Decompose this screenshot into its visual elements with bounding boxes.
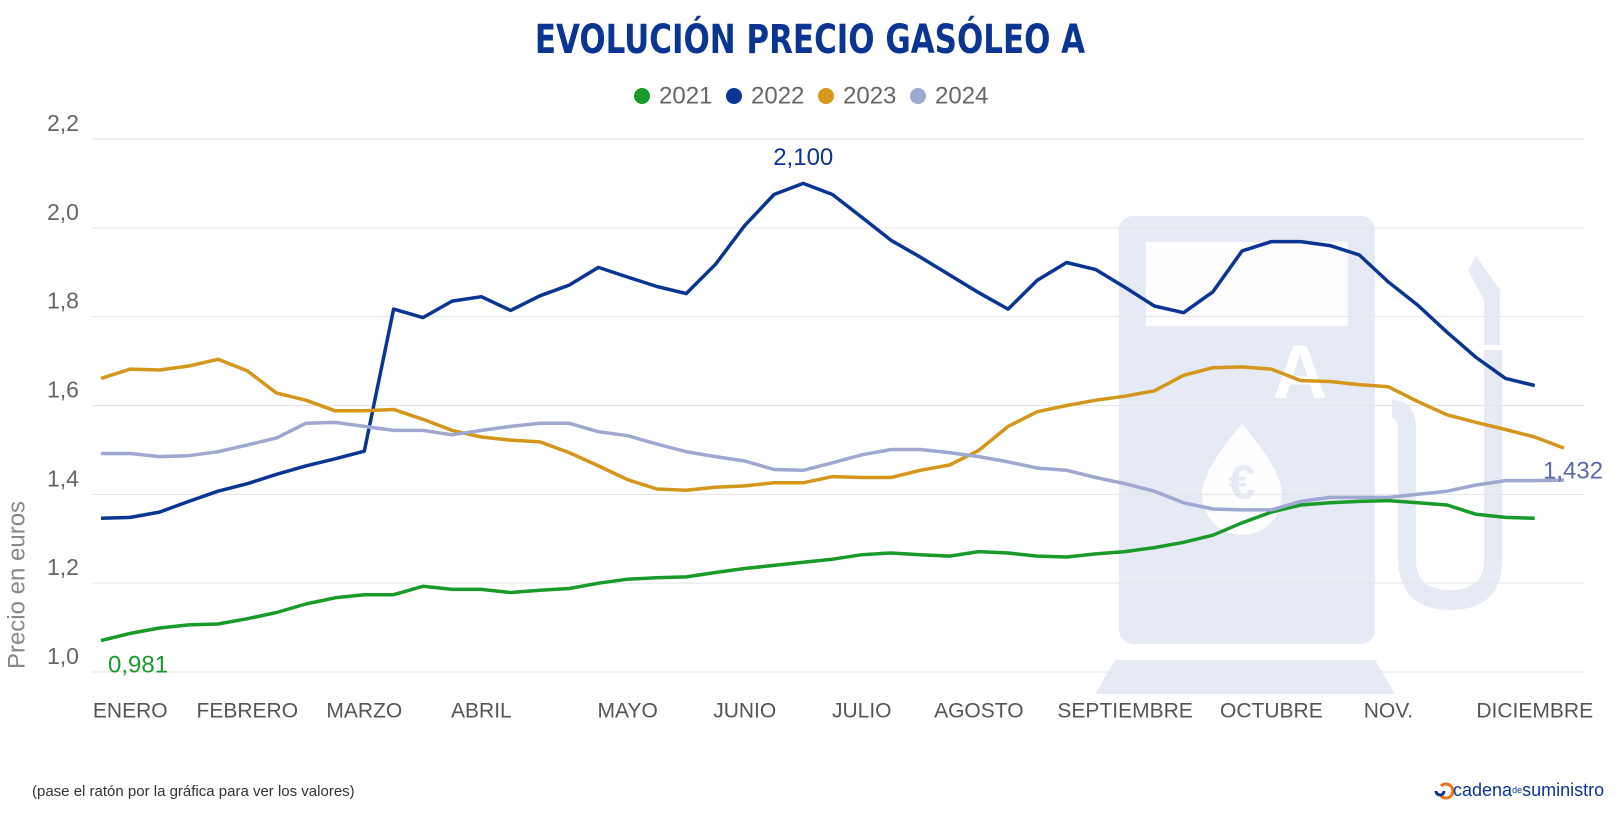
y-tick-label: 1,4 xyxy=(47,465,79,491)
annotation: 0,981 xyxy=(108,651,168,678)
brand-part: suministro xyxy=(1522,780,1604,800)
x-tick-label: NOV. xyxy=(1364,700,1413,723)
y-tick-label: 1,0 xyxy=(47,643,79,669)
logo-icon xyxy=(1434,790,1446,797)
chart-title: EVOLUCIÓN PRECIO GASÓLEO A xyxy=(535,16,1085,63)
x-tick-label: MAYO xyxy=(598,700,658,723)
series-line xyxy=(100,357,1565,493)
x-tick-label: JUNIO xyxy=(713,700,776,723)
pump-details: A € xyxy=(1146,242,1348,535)
y-tick-label: 2,0 xyxy=(47,199,79,225)
annotation: 2,100 xyxy=(773,144,833,171)
x-tick-label: FEBRERO xyxy=(197,700,299,723)
x-tick-label: ABRIL xyxy=(451,700,512,723)
series-line xyxy=(100,181,1536,521)
legend-label: 2024 xyxy=(935,82,988,109)
y-tick-label: 2,2 xyxy=(47,110,79,136)
series-line xyxy=(100,498,1535,643)
x-tick-label: JULIO xyxy=(832,700,892,723)
x-tick-label: DICIEMBRE xyxy=(1476,700,1593,723)
brand-logo: cadenadesuministro xyxy=(1434,780,1604,800)
brand-text: cadenadesuministro xyxy=(1453,780,1604,800)
x-tick-label: ENERO xyxy=(93,700,168,723)
svg-text:€: € xyxy=(1229,457,1256,510)
legend-label: 2022 xyxy=(751,82,804,109)
legend-swatch xyxy=(634,88,650,104)
y-axis-label: Precio en euros xyxy=(3,501,30,669)
legend-swatch xyxy=(818,88,834,104)
x-tick-label: MARZO xyxy=(326,700,402,723)
brand-part: cadena xyxy=(1453,780,1513,800)
y-tick-label: 1,2 xyxy=(47,554,79,580)
brand-part: de xyxy=(1512,785,1522,795)
legend-swatch xyxy=(910,88,926,104)
legend: 2021 2022 2023 2024 xyxy=(634,82,988,109)
footer-note: (pase el ratón por la gráfica para ver l… xyxy=(32,783,355,800)
y-tick-label: 1,6 xyxy=(47,377,79,403)
legend-label: 2023 xyxy=(843,82,896,109)
y-tick-label: 1,8 xyxy=(47,288,79,314)
annotation: 1,432 xyxy=(1543,457,1603,484)
x-tick-label: OCTUBRE xyxy=(1220,700,1323,723)
legend-label: 2021 xyxy=(659,82,712,109)
logo-icon xyxy=(1439,782,1455,800)
x-tick-label: SEPTIEMBRE xyxy=(1057,700,1192,723)
x-tick-label: AGOSTO xyxy=(934,700,1023,723)
legend-swatch xyxy=(726,88,742,104)
series-line xyxy=(101,420,1565,512)
